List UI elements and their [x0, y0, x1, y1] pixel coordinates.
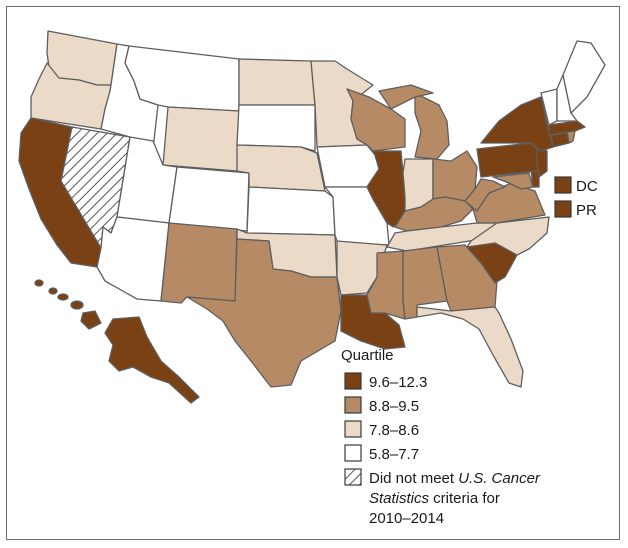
state-colorado[interactable]: [168, 166, 250, 232]
legend-label-q1: 9.6–12.3: [369, 374, 427, 391]
state-wyoming[interactable]: [162, 106, 240, 172]
state-north-dakota[interactable]: [238, 58, 316, 106]
legend-title: Quartile: [341, 347, 394, 364]
state-north-carolina[interactable]: [466, 216, 550, 256]
state-alaska[interactable]: [104, 316, 200, 404]
pr-swatch: [554, 200, 572, 218]
legend-label-q2: 8.8–9.5: [369, 398, 419, 415]
state-michigan[interactable]: [414, 92, 450, 160]
legend-swatch-q4: [344, 444, 362, 462]
state-nebraska[interactable]: [236, 144, 326, 192]
state-maine[interactable]: [562, 40, 606, 114]
state-hawaii[interactable]: [34, 279, 102, 330]
state-michigan-upper[interactable]: [378, 84, 434, 110]
dc-label: DC: [576, 178, 598, 195]
legend-swatch-q2: [344, 396, 362, 414]
legend-label-q3: 7.8–8.6: [369, 422, 419, 439]
legend-swatch-q1: [344, 372, 362, 390]
legend-label-na-line2: Statistics criteria for: [369, 490, 500, 507]
state-new-jersey[interactable]: [536, 146, 548, 178]
state-new-york[interactable]: [480, 96, 554, 152]
state-new-hampshire[interactable]: [556, 74, 578, 122]
state-ohio[interactable]: [432, 150, 478, 202]
state-connecticut[interactable]: [550, 132, 570, 148]
legend-label-q4: 5.8–7.7: [369, 446, 419, 463]
state-south-dakota[interactable]: [236, 104, 316, 152]
dc-swatch: [554, 176, 572, 194]
state-new-mexico[interactable]: [160, 222, 238, 304]
state-rhode-island[interactable]: [566, 130, 576, 144]
state-illinois[interactable]: [366, 150, 406, 228]
choropleth-map: DC PR Quartile 9.6–12.3 8.8–9.5 7.8–8.6 …: [18, 30, 606, 527]
legend-swatch-na: [344, 468, 362, 486]
figure-frame: DC PR Quartile 9.6–12.3 8.8–9.5 7.8–8.6 …: [6, 6, 620, 540]
state-arkansas[interactable]: [336, 240, 388, 296]
state-texas[interactable]: [186, 238, 342, 388]
pr-label: PR: [576, 202, 597, 219]
state-iowa[interactable]: [316, 144, 380, 188]
legend-label-na-line1: Did not meet U.S. Cancer: [369, 470, 541, 487]
state-kansas[interactable]: [246, 186, 336, 236]
state-maryland[interactable]: [492, 172, 534, 190]
legend-swatch-q3: [344, 420, 362, 438]
legend-label-na-line3: 2010–2014: [369, 510, 444, 527]
state-pennsylvania[interactable]: [476, 142, 542, 178]
state-west-virginia[interactable]: [464, 178, 506, 212]
state-massachusetts[interactable]: [548, 120, 586, 136]
state-florida[interactable]: [416, 306, 524, 388]
legend: Quartile 9.6–12.3 8.8–9.5 7.8–8.6 5.8–7.…: [341, 347, 541, 527]
